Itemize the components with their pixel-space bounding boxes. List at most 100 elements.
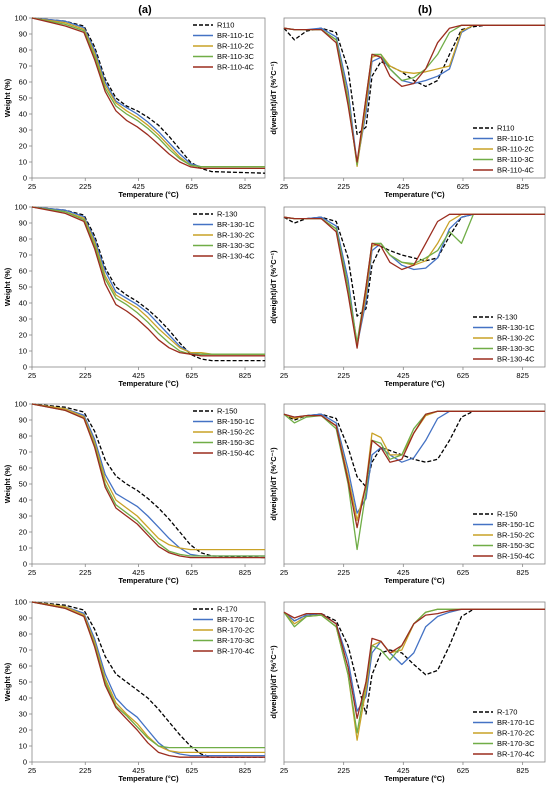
y-axis-title: d(weight)/dT (%°C⁻¹) <box>269 447 278 521</box>
legend-label: BR-130-4C <box>217 252 255 261</box>
y-tick-label: 80 <box>19 46 27 55</box>
legend-label: BR-150-2C <box>497 531 535 540</box>
panel-R170-weight: 0 10 20 30 40 50 60 70 80 90 100 25 225 425 625 825 Temp… <box>3 598 266 783</box>
y-tick-label: 50 <box>19 283 27 292</box>
series-line-BR-110-3C <box>31 17 265 168</box>
x-axis-title: Temperature (°C) <box>118 190 179 199</box>
legend-label: R110 <box>217 21 234 30</box>
legend-label: R-150 <box>497 510 517 519</box>
series-line-BR-150-1C <box>283 410 545 514</box>
x-tick-label: 225 <box>79 568 92 577</box>
legend-label: R110 <box>497 124 514 133</box>
y-tick-label: 40 <box>19 694 27 703</box>
y-tick-label: 30 <box>19 315 27 324</box>
legend-label: BR-110-1C <box>217 31 255 40</box>
x-tick-label: 425 <box>397 182 410 191</box>
legend-label: BR-150-3C <box>497 541 535 550</box>
series-line-BR-150-1C <box>31 403 265 557</box>
y-tick-label: 0 <box>23 174 27 183</box>
panel-R130-weight: 0 10 20 30 40 50 60 70 80 90 100 25 225 425 625 825 Temp… <box>3 203 266 388</box>
legend-label: R-130 <box>217 210 237 219</box>
y-tick-label: 70 <box>19 646 27 655</box>
x-tick-label: 625 <box>186 182 199 191</box>
series-line-BR-170-4C <box>283 608 545 720</box>
panel-R130-deriv: 25 225 425 625 825 Temperature (°C) d(weight)/… <box>269 206 546 388</box>
y-axis-title: d(weight)/dT (%°C⁻¹) <box>269 61 278 135</box>
y-tick-label: 40 <box>19 496 27 505</box>
legend-label: BR-170-4C <box>497 750 535 759</box>
x-tick-label: 225 <box>79 182 92 191</box>
x-tick-label: 825 <box>516 568 529 577</box>
y-axis-title: Weight (%) <box>3 662 12 701</box>
y-tick-label: 80 <box>19 630 27 639</box>
y-tick-label: 100 <box>14 400 27 409</box>
legend-label: BR-110-1C <box>497 134 535 143</box>
legend-label: BR-130-4C <box>497 355 535 364</box>
y-tick-label: 100 <box>14 598 27 607</box>
legend-label: BR-150-1C <box>217 417 255 426</box>
series-line-BR-170-4C <box>31 601 265 758</box>
series-line-BR-110-2C <box>31 17 265 168</box>
y-tick-label: 50 <box>19 94 27 103</box>
legend-label: BR-150-4C <box>497 552 535 561</box>
legend-label: BR-110-3C <box>497 155 535 164</box>
legend-label: BR-110-4C <box>497 166 535 175</box>
legend-label: BR-150-2C <box>217 428 255 437</box>
y-tick-label: 90 <box>19 219 27 228</box>
panel-R110-deriv: 25 225 425 625 825 Temperature (°C) d(weight)/… <box>269 17 546 199</box>
series-line-BR-170-1C <box>31 601 265 757</box>
x-tick-label: 625 <box>186 371 199 380</box>
y-tick-label: 90 <box>19 30 27 39</box>
x-tick-label: 425 <box>397 766 410 775</box>
column-label-b: (b) <box>418 4 432 16</box>
legend-label: BR-130-3C <box>217 241 255 250</box>
y-tick-label: 20 <box>19 726 27 735</box>
legend-label: BR-150-3C <box>217 438 255 447</box>
x-tick-label: 625 <box>457 371 470 380</box>
x-tick-label: 825 <box>239 568 252 577</box>
x-axis-title: Temperature (°C) <box>118 774 179 783</box>
legend-label: BR-150-4C <box>217 449 255 458</box>
series-line-R110 <box>283 24 545 136</box>
x-tick-label: 25 <box>28 568 36 577</box>
series-line-BR-130-4C <box>283 213 545 349</box>
series-line-R-170 <box>31 601 265 758</box>
y-tick-label: 80 <box>19 432 27 441</box>
plot-frame <box>283 17 546 179</box>
y-tick-label: 20 <box>19 528 27 537</box>
legend-label: BR-130-2C <box>497 334 535 343</box>
x-tick-label: 825 <box>516 182 529 191</box>
y-tick-label: 60 <box>19 662 27 671</box>
series-line-BR-110-4C <box>283 24 545 163</box>
series-line-R-130 <box>31 206 265 362</box>
x-tick-label: 225 <box>79 766 92 775</box>
series-line-BR-150-2C <box>31 403 265 551</box>
x-tick-label: 625 <box>457 568 470 577</box>
x-tick-label: 625 <box>457 182 470 191</box>
x-axis-title: Temperature (°C) <box>384 576 445 585</box>
x-tick-label: 825 <box>239 182 252 191</box>
x-tick-label: 225 <box>337 568 350 577</box>
legend-label: BR-130-1C <box>217 220 255 229</box>
x-tick-label: 825 <box>239 766 252 775</box>
y-tick-label: 40 <box>19 299 27 308</box>
y-tick-label: 10 <box>19 544 27 553</box>
x-axis-title: Temperature (°C) <box>118 576 179 585</box>
legend-label: BR-170-3C <box>217 636 255 645</box>
legend-label: BR-110-4C <box>217 63 255 72</box>
x-axis-title: Temperature (°C) <box>384 190 445 199</box>
x-tick-label: 25 <box>280 568 288 577</box>
y-tick-label: 60 <box>19 267 27 276</box>
x-tick-label: 825 <box>516 766 529 775</box>
legend-label: BR-170-2C <box>217 626 255 635</box>
x-tick-label: 825 <box>516 371 529 380</box>
panel-R150-deriv: 25 225 425 625 825 Temperature (°C) d(weight)/… <box>269 403 546 585</box>
plot-frame <box>283 601 546 763</box>
y-tick-label: 20 <box>19 331 27 340</box>
y-axis-title: d(weight)/dT (%°C⁻¹) <box>269 645 278 719</box>
legend-label: BR-110-2C <box>217 42 255 51</box>
panel-R110-weight: 0 10 20 30 40 50 60 70 80 90 100 25 225 425 625 825 Temp… <box>3 14 266 199</box>
legend-label: BR-130-1C <box>497 323 535 332</box>
